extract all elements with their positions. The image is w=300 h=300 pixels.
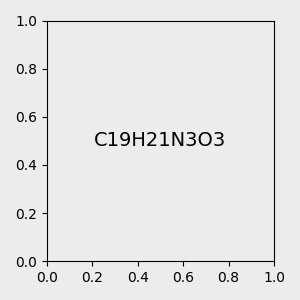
Text: C19H21N3O3: C19H21N3O3 bbox=[94, 131, 226, 150]
